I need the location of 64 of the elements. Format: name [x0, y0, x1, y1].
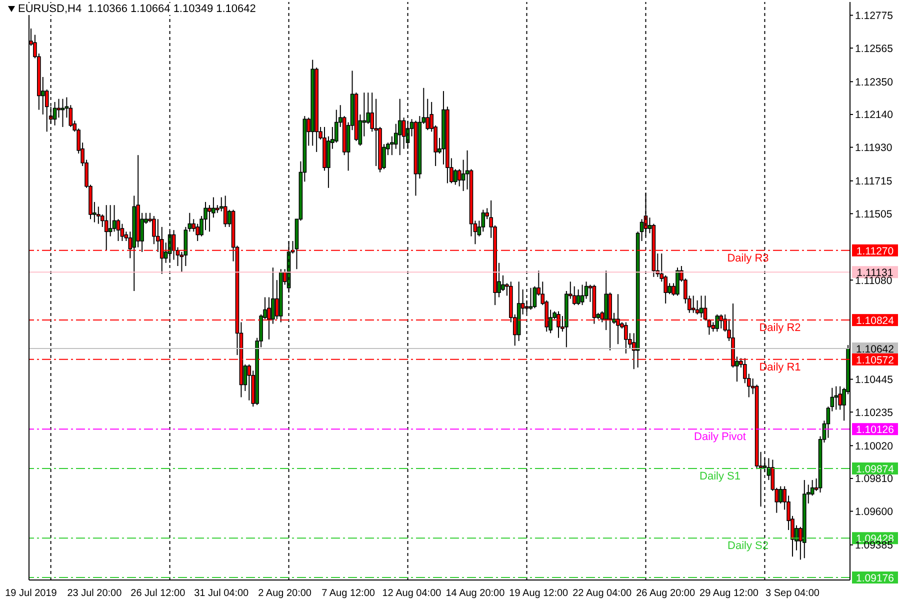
- candlestick: [120, 223, 124, 242]
- x-tick-label: 7 Aug 12:00: [322, 588, 376, 599]
- candlestick: [699, 295, 704, 318]
- candlestick: [695, 300, 700, 315]
- candlestick: [715, 314, 720, 332]
- candlestick: [838, 386, 842, 410]
- x-tick-label: 14 Aug 20:00: [446, 588, 506, 599]
- x-tick-label: 12 Aug 04:00: [382, 588, 442, 599]
- x-tick-label: 23 Jul 20:00: [67, 588, 122, 599]
- y-tick-label: 1.12565: [855, 42, 894, 55]
- y-tick-label: 1.10235: [855, 406, 894, 419]
- x-tick-label: 19 Jul 2019: [5, 588, 58, 599]
- candlestick: [390, 136, 394, 156]
- ref-line-label: Daily S1: [700, 470, 740, 482]
- candlestick: [691, 295, 696, 314]
- text: 1.09874: [856, 463, 894, 476]
- candlestick: [112, 204, 116, 232]
- text: 1.10572: [856, 354, 894, 366]
- y-tick-label: 1.11505: [855, 208, 892, 220]
- candlestick: [223, 195, 228, 228]
- candlestick: [572, 286, 576, 306]
- candlestick: [834, 386, 838, 410]
- candlestick: [501, 274, 505, 292]
- candlestick: [398, 98, 402, 156]
- ref-line-label: Daily Pivot: [694, 431, 746, 444]
- x-tick-label: 29 Aug 12:00: [700, 588, 759, 599]
- text: 1.10126: [856, 424, 894, 436]
- candlestick: [676, 267, 680, 296]
- y-tick-label: 1.12775: [855, 10, 894, 22]
- candlestick: [778, 486, 783, 504]
- candlestick: [461, 159, 466, 192]
- y-tick-label: 1.10020: [855, 440, 894, 452]
- candlestick: [208, 204, 212, 232]
- x-tick-label: 22 Aug 04:00: [572, 588, 632, 599]
- candlestick: [580, 284, 584, 306]
- ref-line-label: Daily S2: [728, 540, 768, 552]
- x-tick-label: 2 Aug 20:00: [258, 588, 312, 599]
- y-tick-label: 1.10445: [855, 374, 894, 386]
- candlestick: [453, 168, 458, 186]
- y-tick-label: 1.11715: [855, 176, 892, 188]
- y-tick-label: 1.09600: [855, 506, 894, 518]
- candlestick: [457, 168, 462, 187]
- ref-line-label: Daily R1: [759, 361, 801, 374]
- x-tick-label: 26 Jul 12:00: [130, 588, 186, 599]
- text: 1.09176: [856, 572, 894, 584]
- candlestick: [68, 104, 73, 128]
- candlestick: [96, 206, 100, 224]
- x-tick-label: 19 Aug 12:00: [509, 588, 569, 599]
- x-tick-label: 3 Sep 04:00: [766, 588, 820, 599]
- y-tick-label: 1.12350: [855, 76, 894, 88]
- text: 1.11270: [856, 245, 894, 258]
- candlestick: [481, 209, 486, 232]
- candlestick: [576, 288, 580, 306]
- x-tick-label: 26 Aug 20:00: [636, 588, 696, 599]
- text: 1.10824: [856, 315, 894, 328]
- x-tick-label: 31 Jul 04:00: [194, 588, 250, 599]
- chart-title: EURUSD,H4 1.10366 1.10664 1.10349 1.10642: [18, 3, 256, 15]
- text: 1.10642: [856, 343, 894, 356]
- ref-line-label: Daily R2: [759, 322, 801, 334]
- y-tick-label: 1.09810: [855, 473, 894, 486]
- y-tick-label: 1.11930: [855, 142, 892, 154]
- y-tick-label: 1.12140: [855, 109, 894, 122]
- candlestick: [108, 204, 112, 237]
- ref-line-label: Daily R3: [727, 252, 769, 264]
